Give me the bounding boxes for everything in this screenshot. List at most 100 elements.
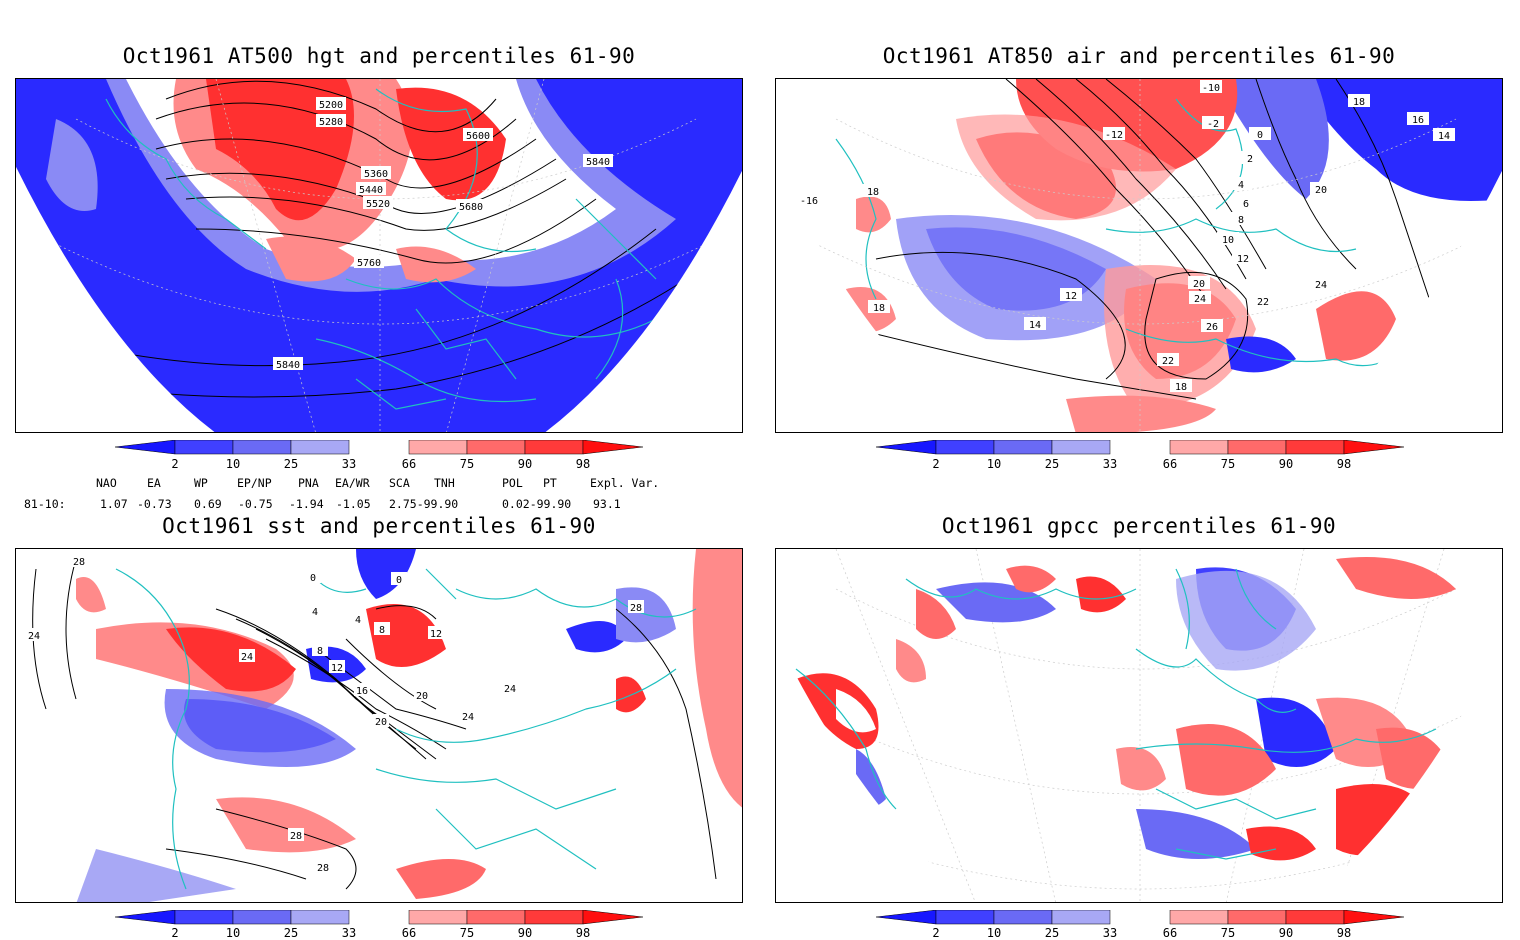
colorbar-label: 25: [284, 926, 298, 940]
colorbar-label: 25: [1045, 457, 1059, 471]
colorbar-label: 75: [1221, 926, 1235, 940]
colorbar-label: 2: [171, 457, 178, 471]
contour-label: 5280: [319, 117, 343, 128]
colorbar-top-left: 2 10 25 33 66 75 90 98: [115, 440, 645, 480]
contour-label: 5840: [586, 157, 610, 168]
contour-label: 10: [1222, 235, 1234, 246]
contour-label: 24: [1315, 280, 1327, 291]
contour-label: 24: [241, 652, 253, 663]
contour-label: 28: [630, 603, 642, 614]
colorbar-label: 75: [460, 457, 474, 471]
colorbar-label: 25: [1045, 926, 1059, 940]
index-header-pol: POL: [502, 476, 523, 490]
contour-label: 28: [317, 863, 329, 874]
contour-label: 20: [1193, 279, 1205, 290]
colorbar-label: 2: [932, 457, 939, 471]
contour-label: 12: [1065, 291, 1077, 302]
colorbar-label: 33: [342, 457, 356, 471]
colorbar-label: 98: [576, 457, 590, 471]
colorbar-label: 98: [576, 926, 590, 940]
indices-table: NAO EA WP EP/NP PNA EA/WR SCA TNH POL PT…: [0, 476, 760, 512]
colorbar-label: 75: [1221, 457, 1235, 471]
contour-label: 28: [290, 831, 302, 842]
colorbar-label: 10: [987, 926, 1001, 940]
contour-label: 5840: [276, 360, 300, 371]
contour-label: 5680: [459, 202, 483, 213]
contour-label: 16: [356, 686, 368, 697]
index-header-wp: WP: [194, 476, 208, 490]
colorbar-label: 2: [932, 926, 939, 940]
contour-label: 2: [1247, 154, 1253, 165]
contour-label: 18: [867, 187, 879, 198]
index-value-nao: 1.07: [100, 497, 128, 511]
contour-label: 24: [462, 712, 474, 723]
contour-label: 20: [416, 691, 428, 702]
colorbar-label: 98: [1337, 926, 1351, 940]
colorbar-label: 25: [284, 457, 298, 471]
index-value-sca-tnh: 2.75-99.90: [389, 497, 459, 511]
contour-label: 20: [375, 717, 387, 728]
contour-label: 14: [1029, 320, 1041, 331]
colorbar-bottom-left: 2 10 25 33 66 75 90 98: [115, 910, 645, 940]
panel-title-sst: Oct1961 sst and percentiles 61-90: [162, 514, 596, 538]
contour-label: 12: [331, 663, 343, 674]
contour-label: 8: [317, 646, 323, 657]
index-value-eawr: -1.05: [336, 497, 371, 511]
contour-label: 0: [396, 575, 402, 586]
colorbar-label: 90: [1279, 457, 1293, 471]
contour-label: 28: [73, 557, 85, 568]
contour-label: 5600: [466, 131, 490, 142]
contour-label: 18: [1353, 97, 1365, 108]
index-value-epnp: -0.75: [238, 497, 273, 511]
colorbar-label: 90: [518, 457, 532, 471]
colorbar-label: 33: [342, 926, 356, 940]
contour-label: -2: [1207, 119, 1219, 130]
colorbar-label: 66: [402, 926, 416, 940]
index-header-ea: EA: [147, 476, 161, 490]
contour-label: 22: [1257, 297, 1269, 308]
contour-label: -10: [1202, 83, 1220, 94]
colorbar-label: 33: [1103, 457, 1117, 471]
index-value-pol-pt: 0.02-99.90: [502, 497, 572, 511]
index-value-pna: -1.94: [289, 497, 324, 511]
colorbar-label: 98: [1337, 457, 1351, 471]
contour-label: 5520: [366, 199, 390, 210]
contour-label: 0: [1257, 130, 1263, 141]
contour-label: 16: [1412, 115, 1424, 126]
contour-label: 5760: [357, 258, 381, 269]
colorbar-label: 90: [518, 926, 532, 940]
map-panel-gpcc: [775, 548, 1503, 903]
colorbar-bottom-right: 2 10 25 33 66 75 90 98: [876, 910, 1406, 940]
colorbar-label: 66: [402, 457, 416, 471]
contour-label: 22: [1162, 356, 1174, 367]
colorbar-label: 66: [1163, 457, 1177, 471]
index-header-nao: NAO: [96, 476, 117, 490]
contour-label: -12: [1105, 130, 1123, 141]
contour-label: 0: [310, 573, 316, 584]
contour-label: 4: [355, 615, 361, 626]
contour-label: 8: [379, 625, 385, 636]
colorbar-label: 75: [460, 926, 474, 940]
index-row-label: 81-10:: [24, 497, 66, 511]
contour-label: 18: [873, 303, 885, 314]
colorbar-label: 2: [171, 926, 178, 940]
contour-label: 24: [28, 631, 40, 642]
index-header-pna: PNA: [298, 476, 319, 490]
colorbar-label: 90: [1279, 926, 1293, 940]
contour-label: 6: [1243, 199, 1249, 210]
contour-label: 12: [430, 629, 442, 640]
contour-label: 12: [1237, 254, 1249, 265]
panel-title-gpcc: Oct1961 gpcc percentiles 61-90: [941, 514, 1337, 538]
contour-label: 5200: [319, 100, 343, 111]
index-header-pt: PT: [543, 476, 557, 490]
index-header-explvar: Expl. Var.: [590, 476, 660, 490]
panel-title-hgt: Oct1961 AT500 hgt and percentiles 61-90: [122, 44, 636, 68]
index-header-tnh: TNH: [434, 476, 455, 490]
contour-label: 24: [504, 684, 516, 695]
colorbar-label: 10: [226, 926, 240, 940]
colorbar-label: 33: [1103, 926, 1117, 940]
index-header-sca: SCA: [389, 476, 410, 490]
contour-label: 5360: [364, 169, 388, 180]
contour-label: 26: [1206, 322, 1218, 333]
map-panel-hgt: 5200 5280 5360 5440 5520 5600 5680 5760 …: [15, 78, 743, 433]
